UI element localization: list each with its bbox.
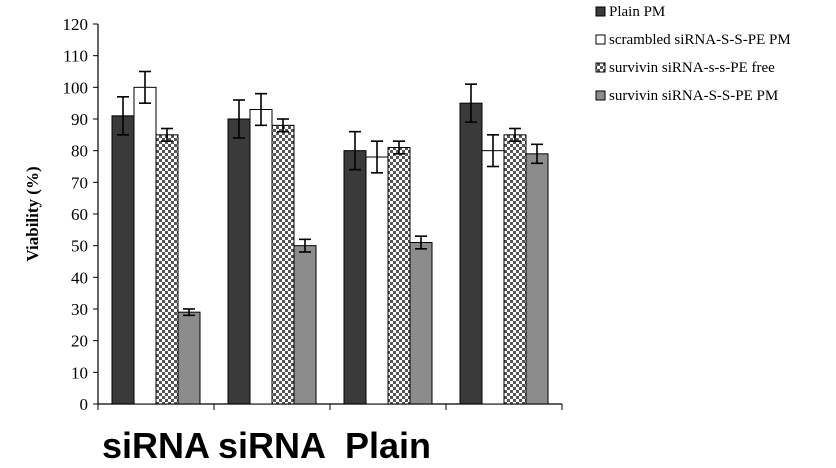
legend-swatch — [595, 62, 606, 73]
y-tick-label: 10 — [71, 363, 88, 382]
y-tick-label: 100 — [63, 78, 89, 97]
bar — [133, 86, 157, 405]
bar — [409, 242, 433, 405]
axes: 0 10 20 30 40 50 60 70 80 90 100 110 120 Viability (%… — [23, 15, 563, 466]
bar — [365, 156, 389, 405]
bar — [111, 115, 135, 405]
y-tick-label: 60 — [71, 205, 88, 224]
bar — [503, 134, 527, 405]
bar — [271, 124, 295, 405]
legend-swatch — [595, 90, 606, 101]
bar — [293, 245, 317, 405]
bar — [249, 109, 273, 405]
y-tick-label: 20 — [71, 332, 88, 351]
legend: Plain PM scrambled siRNA-S-S-PE PM survivi… — [595, 4, 791, 104]
y-tick-label: 90 — [71, 110, 88, 129]
y-tick-label: 50 — [71, 237, 88, 256]
legend-swatch — [595, 34, 606, 45]
y-tick-label: 110 — [63, 47, 88, 66]
y-axis-label: Viability (%) — [23, 166, 42, 261]
legend-entry: survivin siRNA-s-s-PE free — [609, 60, 775, 76]
category-label: siRNA — [102, 425, 210, 466]
bar — [155, 134, 179, 405]
legend-swatch — [595, 6, 606, 17]
category-label: siRNA — [218, 425, 326, 466]
y-tick-label: 30 — [71, 300, 88, 319]
bars — [111, 70, 549, 405]
category-label: Plain — [345, 425, 431, 466]
bar — [343, 150, 367, 405]
bar — [481, 150, 505, 405]
y-tick-label: 120 — [63, 15, 89, 34]
y-tick-label: 70 — [71, 173, 88, 192]
bar — [459, 102, 483, 405]
y-tick-label: 40 — [71, 268, 88, 287]
bar — [177, 311, 201, 405]
legend-entry: scrambled siRNA-S-S-PE PM — [609, 32, 791, 48]
y-tick-label: 80 — [71, 142, 88, 161]
bar — [227, 118, 251, 405]
y-tick-label: 0 — [80, 395, 89, 414]
legend-entry: Plain PM — [609, 4, 665, 20]
legend-entry: survivin siRNA-S-S-PE PM — [609, 88, 778, 104]
bar — [525, 153, 549, 405]
bar — [387, 147, 411, 405]
